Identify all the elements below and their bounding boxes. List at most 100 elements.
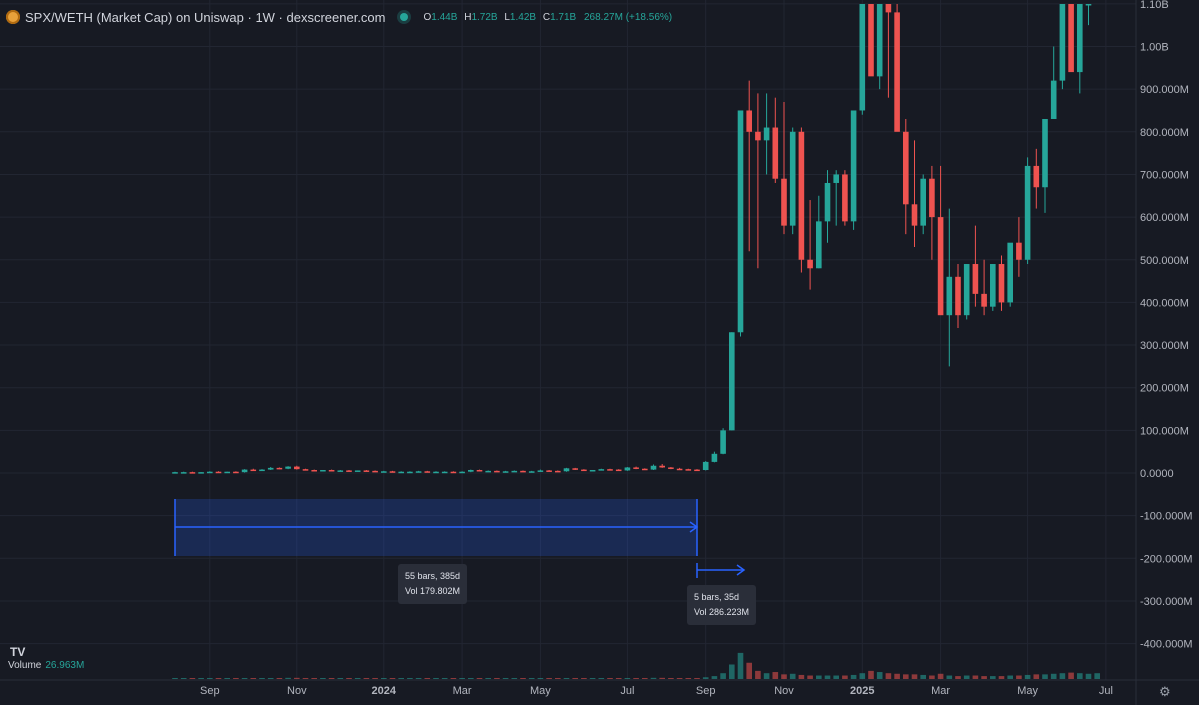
volume-bar (607, 678, 613, 679)
volume-bar (963, 675, 970, 679)
volume-bar (528, 678, 535, 679)
volume-bar (676, 678, 683, 679)
candle (381, 470, 387, 473)
candle-body (876, 4, 883, 77)
candle-body (528, 471, 535, 473)
candle-body (581, 469, 587, 472)
volume-bar (833, 675, 839, 679)
candle (624, 467, 631, 471)
candle-body (633, 467, 639, 469)
candle-body (189, 472, 196, 474)
volume-bar (180, 678, 187, 679)
candle (816, 195, 822, 269)
candle (276, 467, 283, 470)
candle (737, 110, 744, 337)
candle-body (894, 12, 900, 132)
measurement-tooltip-1: 55 bars, 385d Vol 179.802M (398, 564, 468, 604)
candle-body (702, 461, 709, 471)
candle-body (824, 182, 831, 222)
chart-legend: SPX/WETH (Market Cap) on Uniswap · 1W · … (6, 8, 672, 26)
candle (389, 470, 396, 473)
x-tick-label: May (530, 685, 551, 697)
candle (398, 471, 404, 474)
x-tick-label: Sep (696, 685, 716, 697)
volume-bar (816, 675, 822, 679)
candle-body (241, 469, 248, 473)
candle-body (816, 221, 822, 269)
candle (433, 471, 439, 474)
candle (746, 80, 752, 252)
volume-bar (729, 664, 735, 679)
chart-title: SPX/WETH (Market Cap) on Uniswap · 1W · … (25, 9, 386, 25)
candle (798, 127, 805, 273)
candle-body (911, 204, 918, 226)
candle (424, 470, 431, 473)
change-value: 268.27M (+18.56%) (584, 11, 673, 23)
candle-body (546, 470, 552, 472)
candle (755, 93, 761, 269)
candle (415, 470, 422, 473)
candle (1050, 46, 1057, 120)
candle (903, 119, 909, 235)
volume-bar (955, 676, 961, 679)
candle (876, 4, 883, 90)
candle-body (659, 465, 665, 468)
tradingview-logo-icon[interactable]: TV (10, 645, 26, 659)
candle (1042, 119, 1048, 213)
volume-bar (911, 674, 918, 679)
volume-bar (781, 674, 787, 679)
volume-bar (702, 677, 709, 679)
candle-body (520, 470, 526, 473)
candle-body (267, 467, 274, 470)
candle-body (772, 127, 779, 179)
candle (702, 461, 709, 471)
candle-body (650, 465, 657, 470)
candle (694, 469, 700, 472)
candle (607, 468, 613, 471)
candle-body (302, 469, 309, 471)
candle (807, 200, 813, 290)
settings-gear-icon[interactable]: ⚙ (1159, 684, 1171, 699)
candle-body (868, 4, 874, 77)
candle (259, 469, 265, 472)
volume-bar (172, 678, 178, 679)
x-tick-label: Mar (453, 685, 472, 697)
volume-bar (363, 678, 370, 679)
y-tick-label: 400.000M (1140, 297, 1189, 309)
candle (311, 469, 317, 472)
candle (937, 165, 944, 316)
volume-bar (589, 678, 596, 679)
candle-body (607, 469, 613, 471)
candle-body (233, 471, 239, 474)
x-tick-label: 2024 (372, 685, 397, 697)
candle (294, 465, 300, 470)
y-tick-label: 800.000M (1140, 127, 1189, 139)
candle (563, 467, 570, 472)
grid-lines (0, 0, 1136, 680)
volume-bar (354, 678, 361, 679)
measurement-ranges (174, 499, 746, 578)
candle-body (485, 470, 491, 473)
candle-body (1007, 242, 1013, 303)
candle (250, 468, 257, 472)
volume-bar (224, 678, 230, 679)
candle-body (1016, 242, 1022, 260)
volume-bar (302, 678, 309, 679)
volume-bar (198, 678, 204, 679)
candle-body (250, 469, 257, 472)
volume-bar (311, 678, 317, 679)
candle-body (929, 178, 935, 218)
volume-bar (685, 678, 692, 679)
candle (555, 470, 561, 473)
volume-bar (285, 677, 291, 679)
candle (285, 466, 291, 470)
y-tick-label: 900.000M (1140, 84, 1189, 96)
volume-bar (424, 678, 431, 679)
candle (833, 170, 839, 226)
candle (511, 470, 518, 473)
candle (633, 466, 639, 470)
candle-body (798, 131, 805, 260)
candle (1016, 217, 1022, 277)
volume-bar (789, 673, 796, 679)
